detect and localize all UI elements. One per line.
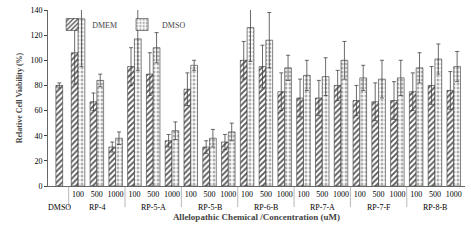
svg-text:DMSO: DMSO: [162, 21, 185, 30]
svg-text:RP-8-B: RP-8-B: [423, 203, 447, 212]
svg-text:100: 100: [72, 190, 84, 199]
svg-text:1000: 1000: [164, 190, 180, 199]
svg-text:140: 140: [30, 6, 42, 15]
svg-text:DMEM: DMEM: [92, 21, 117, 30]
svg-text:RP-5-B: RP-5-B: [198, 203, 222, 212]
svg-text:20: 20: [34, 157, 42, 166]
svg-text:500: 500: [260, 190, 272, 199]
svg-text:Allelopathic Chemical /Concent: Allelopathic Chemical /Concentration (uM…: [173, 212, 340, 222]
svg-text:1000: 1000: [446, 190, 462, 199]
svg-text:100: 100: [241, 190, 253, 199]
svg-text:RP-7-F: RP-7-F: [367, 203, 391, 212]
svg-text:500: 500: [204, 190, 216, 199]
svg-text:100: 100: [30, 56, 42, 65]
svg-text:1000: 1000: [277, 190, 293, 199]
svg-text:RP-7-A: RP-7-A: [310, 203, 335, 212]
svg-text:500: 500: [373, 190, 385, 199]
svg-text:DMSO: DMSO: [48, 203, 71, 212]
svg-text:1000: 1000: [389, 190, 405, 199]
svg-text:100: 100: [354, 190, 366, 199]
svg-text:Relative Cell Viability (%): Relative Cell Viability (%): [15, 52, 24, 143]
svg-text:500: 500: [316, 190, 328, 199]
svg-text:1000: 1000: [220, 190, 236, 199]
svg-text:100: 100: [297, 190, 309, 199]
svg-text:500: 500: [91, 190, 103, 199]
svg-text:1000: 1000: [333, 190, 349, 199]
svg-text:80: 80: [34, 81, 42, 90]
svg-text:100: 100: [185, 190, 197, 199]
svg-text:500: 500: [147, 190, 159, 199]
svg-text:RP-5-A: RP-5-A: [141, 203, 166, 212]
svg-text:500: 500: [429, 190, 441, 199]
svg-text:1000: 1000: [108, 190, 124, 199]
svg-text:40: 40: [34, 132, 42, 141]
svg-text:120: 120: [30, 31, 42, 40]
svg-text:RP-4: RP-4: [89, 203, 105, 212]
svg-text:100: 100: [128, 190, 140, 199]
svg-text:0: 0: [38, 182, 42, 191]
svg-text:60: 60: [34, 106, 42, 115]
svg-text:100: 100: [410, 190, 422, 199]
svg-text:RP-6-B: RP-6-B: [254, 203, 278, 212]
